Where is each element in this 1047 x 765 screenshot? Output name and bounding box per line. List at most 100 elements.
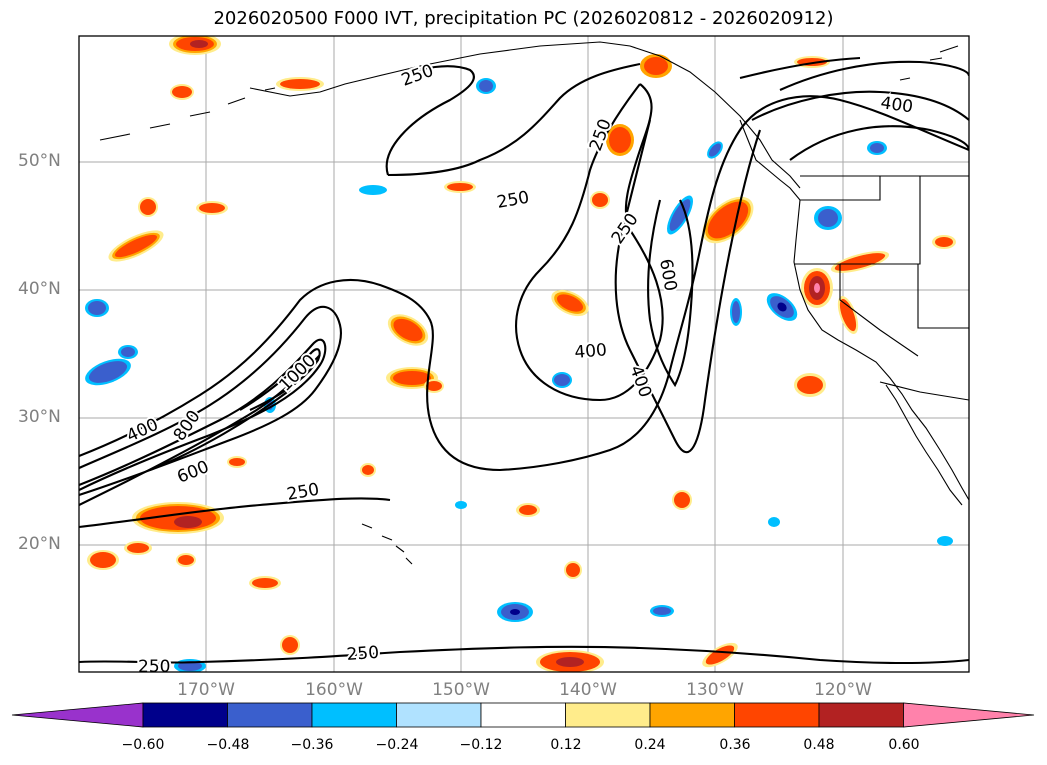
precip-blob [768, 517, 780, 527]
precip-blob [87, 550, 119, 570]
precip-blob [650, 605, 674, 617]
colorbar-extend-min [11, 702, 144, 728]
contour-1000 [239, 348, 321, 411]
precip-blob [359, 185, 387, 195]
contour-250-north [385, 62, 641, 177]
precip-blob [227, 456, 247, 468]
state-border-or-ca [795, 176, 921, 265]
lat-label-20: 20°N [18, 534, 61, 554]
precip-blob [837, 296, 859, 334]
contour-250-loop [515, 83, 664, 402]
precip-blob [138, 197, 158, 217]
us-west-coast [793, 199, 969, 501]
precip-blob [386, 367, 438, 389]
lat-label-30: 30°N [18, 407, 61, 427]
precip-blob [814, 206, 842, 230]
colorbar-segment [396, 702, 482, 728]
lon-label-160w: 160°W [305, 680, 363, 700]
us-mexico-border [879, 381, 969, 401]
precip-blob [702, 642, 738, 668]
map-title: 2026020500 F000 IVT, precipitation PC (2… [213, 8, 834, 29]
contour-800 [79, 354, 321, 506]
contour-250-south [79, 497, 969, 665]
precip-blob [801, 268, 833, 308]
colorbar-segment [227, 702, 313, 728]
colorbar-segment [734, 702, 820, 728]
lon-label-170w: 170°W [177, 680, 235, 700]
precip-blob [387, 314, 429, 346]
state-border-wa-or [800, 176, 881, 201]
state-border-nv-az [917, 264, 969, 329]
contour-label: 400 [625, 363, 655, 400]
colorbar-tick: −0.12 [459, 737, 503, 753]
colorbar-tick: −0.48 [206, 737, 250, 753]
islands-nw [899, 45, 959, 81]
contour-label: 250 [399, 61, 436, 91]
contour-label: 250 [495, 188, 530, 213]
precip-blob [124, 541, 152, 555]
map-area: 250 250 250 250 250 250 250 400 400 400 … [79, 36, 969, 677]
precip-blob [249, 576, 281, 590]
colorbar-segment [480, 702, 566, 728]
colorbar-segment [311, 702, 397, 728]
precip-blob [85, 358, 131, 386]
colorbar [11, 702, 1035, 728]
colorbar-tick: 0.36 [719, 737, 751, 753]
bc-coast [739, 119, 801, 201]
colorbar-segment [649, 702, 735, 728]
precip-blob [108, 230, 164, 262]
precip-negative [85, 78, 953, 672]
lon-label-130w: 130°W [686, 680, 744, 700]
gridlines [79, 36, 969, 672]
lat-label-50: 50°N [18, 151, 61, 171]
map-frame [78, 35, 970, 673]
precip-blob [640, 54, 672, 78]
precip-blob [606, 124, 634, 156]
colorbar-segment [142, 702, 228, 728]
precip-blob [794, 373, 826, 397]
precip-blob [830, 251, 890, 273]
precip-blob [672, 490, 692, 510]
precip-blob [170, 84, 194, 100]
hawaii [361, 523, 413, 565]
contour-label: 250 [138, 657, 170, 677]
colorbar-tick: −0.36 [290, 737, 334, 753]
precip-blob [196, 201, 228, 215]
precip-blob [169, 36, 221, 55]
precip-blob [590, 191, 610, 209]
colorbar-extend-max [903, 702, 1035, 728]
colorbar-tick: 0.12 [550, 737, 582, 753]
precip-blob [424, 379, 444, 393]
contour-label-group: 250 250 250 250 250 250 250 400 400 400 … [122, 59, 917, 677]
lon-label-140w: 140°W [559, 680, 617, 700]
precip-blob [497, 602, 533, 622]
ivt-contours [79, 56, 969, 665]
lat-label-40: 40°N [18, 279, 61, 299]
contour-250-northeast [739, 56, 969, 91]
precip-blob [766, 293, 798, 321]
aleutian-islands [99, 87, 276, 141]
precip-blob [276, 77, 324, 91]
lon-label-150w: 150°W [432, 680, 490, 700]
contour-400-northeast [751, 90, 969, 161]
coastlines [99, 41, 969, 565]
colorbar-tick: 0.60 [888, 737, 920, 753]
precip-blob [444, 181, 476, 193]
precip-blob [476, 78, 496, 94]
precip-blob [551, 289, 589, 317]
contour-label: 250 [346, 643, 380, 665]
precip-blob [932, 235, 956, 249]
colorbar-tick: 0.24 [634, 737, 666, 753]
contour-600 [79, 199, 694, 491]
precip-blob [867, 141, 887, 155]
precip-blob [516, 503, 540, 517]
baja-peninsula [885, 384, 963, 506]
precip-blob [176, 553, 196, 567]
precip-blob [937, 536, 953, 546]
colorbar-tick: −0.24 [375, 737, 419, 753]
precip-blob [360, 463, 376, 477]
precip-blob [564, 561, 582, 579]
lon-label-120w: 120°W [814, 680, 872, 700]
precip-blob [552, 372, 572, 388]
